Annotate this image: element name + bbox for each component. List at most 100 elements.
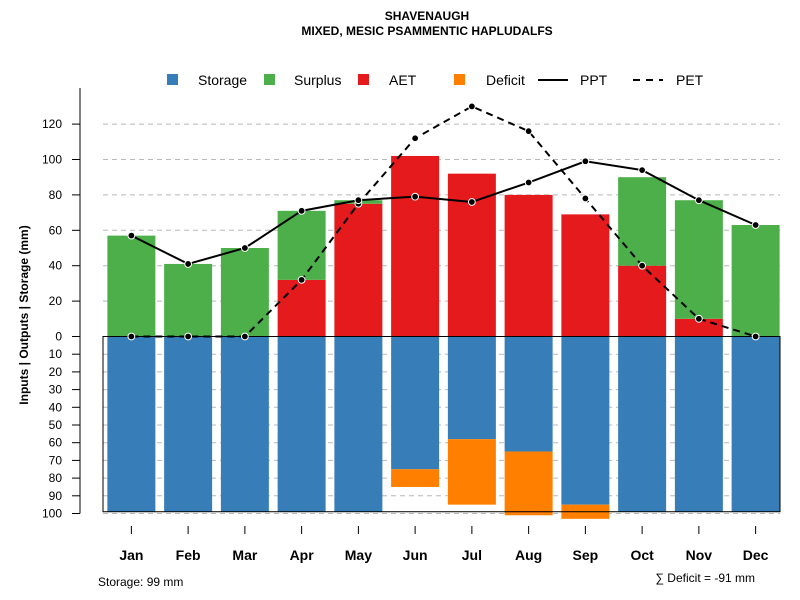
legend-label: AET: [389, 72, 417, 88]
legend-swatch: [454, 74, 465, 85]
surplus-bar: [220, 248, 269, 337]
ppt-point: [694, 196, 703, 205]
gridlines: [103, 123, 780, 514]
y-tick-label: 40: [49, 259, 63, 273]
y-tick-label: 90: [49, 489, 63, 503]
pet-point: [184, 332, 193, 341]
ppt-point: [751, 221, 760, 229]
storage-bar: [164, 336, 213, 512]
surplus-bar: [107, 235, 156, 337]
storage-footnote: Storage: 99 mm: [98, 575, 183, 589]
storage-bar: [220, 336, 269, 512]
legend-swatch: [167, 74, 178, 85]
x-tick-label: Sep: [573, 547, 599, 563]
storage-bar: [618, 336, 667, 512]
storage-bar: [674, 336, 723, 512]
deficit-bar: [391, 469, 440, 487]
deficit-bar: [447, 439, 496, 505]
legend-label: Surplus: [294, 72, 341, 88]
ppt-point: [467, 198, 476, 206]
pet-point: [638, 261, 647, 270]
x-tick-label: Jun: [403, 547, 428, 563]
storage-bar: [391, 336, 440, 470]
aet-bar: [561, 214, 610, 337]
x-tick-label: Jan: [119, 547, 143, 563]
pet-point: [297, 275, 306, 284]
ppt-point: [297, 206, 306, 215]
y-tick-label: 80: [49, 471, 63, 485]
storage-bar: [107, 336, 156, 512]
x-tick-label: Nov: [686, 547, 713, 563]
legend: Storage Surplus AET Deficit PPT PET: [167, 72, 704, 88]
y-tick-label: 60: [49, 436, 63, 450]
chart-subtitle: MIXED, MESIC PSAMMENTIC HAPLUDALFS: [301, 24, 552, 38]
pet-point: [694, 314, 703, 323]
storage-bar: [561, 336, 610, 505]
ppt-point: [184, 260, 193, 268]
y-tick-label: 10: [49, 347, 63, 361]
aet-bar: [277, 279, 326, 337]
ppt-point: [354, 196, 363, 205]
deficit-footnote: ∑ Deficit = -91 mm: [655, 571, 755, 585]
x-tick-label: May: [345, 547, 372, 563]
y-tick-label: 120: [42, 117, 62, 131]
ppt-point: [240, 244, 249, 252]
aet-bar: [391, 155, 440, 337]
legend-label: Storage: [198, 72, 247, 88]
legend-swatch: [358, 74, 369, 85]
x-tick-label: Oct: [630, 547, 654, 563]
x-tick-label: Dec: [743, 547, 769, 563]
pet-point: [240, 332, 249, 341]
ppt-point: [127, 231, 136, 240]
series-lines: [127, 102, 760, 341]
y-tick-label: 20: [49, 294, 63, 308]
chart-title: SHAVENAUGH: [385, 9, 469, 23]
aet-bar: [618, 265, 667, 337]
ppt-line: [130, 160, 757, 265]
bars: [102, 155, 781, 519]
y-tick-label: 50: [49, 418, 63, 432]
legend-label: PPT: [580, 72, 608, 88]
storage-bar: [334, 336, 383, 512]
x-tick-label: Feb: [176, 547, 201, 563]
x-tick-label: Aug: [515, 547, 542, 563]
storage-bar: [447, 336, 496, 440]
pet-point: [524, 127, 533, 136]
ppt-point: [638, 166, 647, 175]
x-tick-label: Mar: [232, 547, 257, 563]
pet-point: [127, 332, 136, 341]
y-tick-label: 70: [49, 453, 63, 467]
pet-point: [581, 194, 590, 203]
x-tick-label: Apr: [290, 547, 315, 563]
aet-bar: [334, 203, 383, 337]
ppt-point: [524, 178, 533, 187]
ppt-point: [411, 192, 420, 201]
x-tick-label: Jul: [462, 547, 482, 563]
legend-label: Deficit: [486, 72, 525, 88]
y-tick-label: 100: [42, 507, 62, 521]
axes: 0 20 40 60 80 100 120 10 20 30 40 50 60 70 80 90 100 Jan F…: [42, 88, 769, 563]
legend-label: PET: [676, 72, 704, 88]
surplus-bar: [618, 177, 667, 266]
y-tick-label: 60: [49, 223, 63, 237]
legend-swatch: [264, 74, 275, 85]
surplus-bar: [164, 263, 213, 337]
storage-bar: [504, 336, 553, 452]
storage-bar: [731, 336, 780, 512]
y-tick-label: 40: [49, 400, 63, 414]
y-tick-label: 30: [49, 383, 63, 397]
pet-point: [411, 134, 420, 143]
aet-bar: [504, 194, 553, 337]
ppt-point: [581, 157, 590, 166]
deficit-bar: [504, 451, 553, 516]
pet-point: [467, 102, 476, 111]
y-tick-label: 100: [42, 153, 62, 167]
pet-point: [751, 332, 760, 341]
y-tick-label: 80: [49, 188, 63, 202]
y-tick-label: 20: [49, 365, 63, 379]
y-axis-label: Inputs | Outputs | Storage (mm): [17, 225, 31, 404]
surplus-bar: [731, 224, 780, 337]
storage-bar: [277, 336, 326, 512]
y-tick-label: 0: [55, 330, 62, 344]
